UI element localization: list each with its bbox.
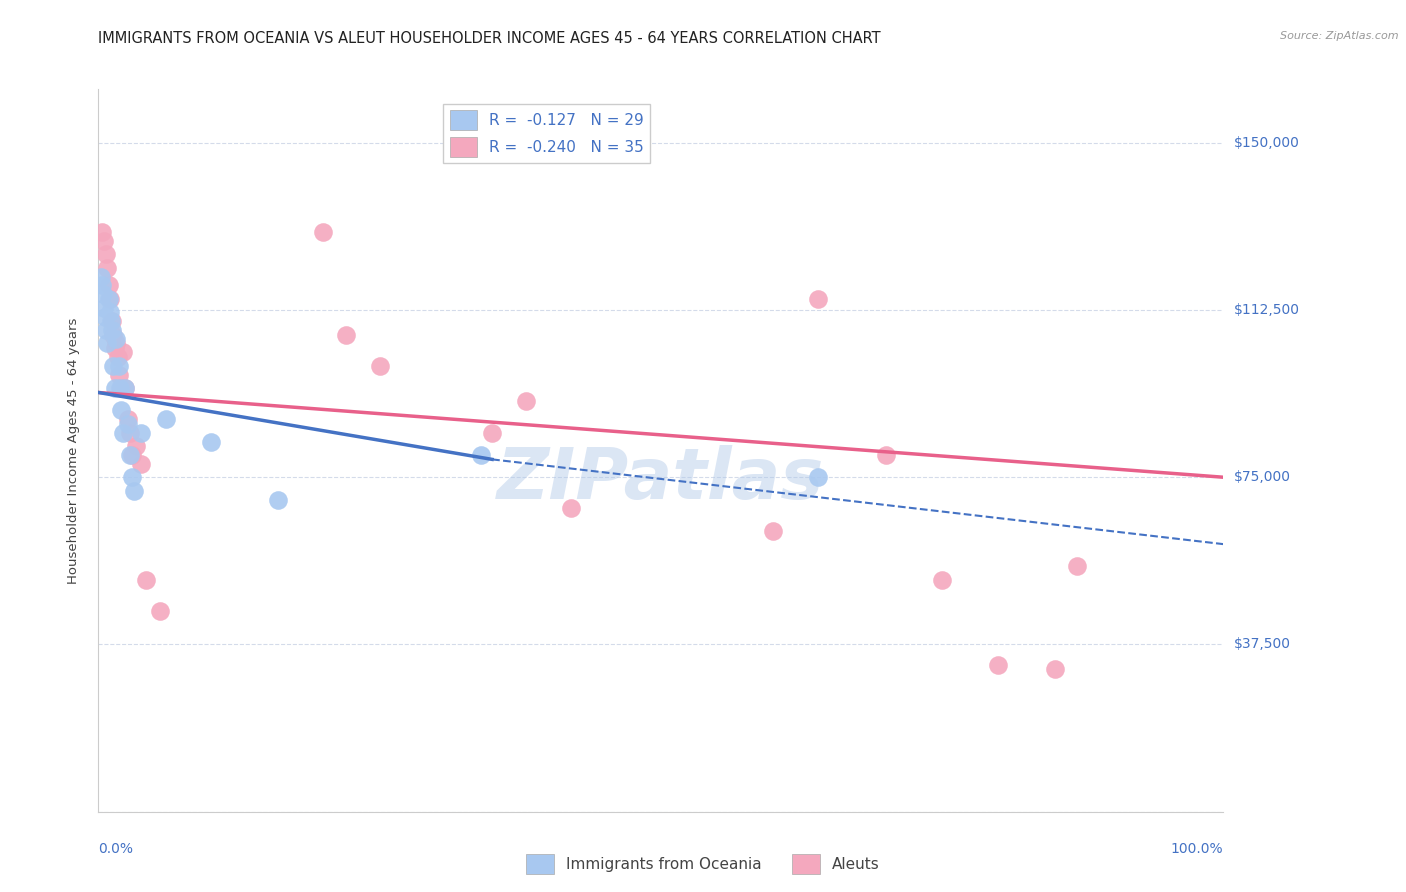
Text: $37,500: $37,500 <box>1234 638 1291 651</box>
Point <box>107 359 129 373</box>
Point <box>107 350 129 364</box>
Point <box>117 417 139 431</box>
Text: 0.0%: 0.0% <box>98 842 134 856</box>
Point <box>90 269 112 284</box>
Point <box>135 573 157 587</box>
Point <box>129 457 152 471</box>
Point <box>114 381 136 395</box>
Text: Source: ZipAtlas.com: Source: ZipAtlas.com <box>1281 31 1399 41</box>
Point <box>94 310 117 324</box>
Point <box>112 345 135 359</box>
Text: ZIPatlas: ZIPatlas <box>498 445 824 514</box>
Point <box>335 327 357 342</box>
Point <box>762 524 785 538</box>
Text: $150,000: $150,000 <box>1234 136 1301 150</box>
Point <box>108 381 131 395</box>
Point <box>100 314 122 328</box>
Point <box>515 394 537 409</box>
Point <box>807 292 830 306</box>
Point <box>200 434 222 449</box>
Point <box>470 448 492 462</box>
Point <box>96 247 118 261</box>
Point <box>931 573 953 587</box>
Point <box>1066 559 1088 574</box>
Legend: R =  -0.127   N = 29, R =  -0.240   N = 35: R = -0.127 N = 29, R = -0.240 N = 35 <box>443 104 650 163</box>
Point <box>1043 662 1066 676</box>
Text: 100.0%: 100.0% <box>1171 842 1223 856</box>
Point <box>101 327 124 342</box>
Point <box>107 368 129 382</box>
Point <box>101 359 124 373</box>
Point <box>155 412 177 426</box>
Point <box>121 470 143 484</box>
Point <box>90 225 112 239</box>
Point <box>987 657 1010 672</box>
Text: IMMIGRANTS FROM OCEANIA VS ALEUT HOUSEHOLDER INCOME AGES 45 - 64 YEARS CORRELATI: IMMIGRANTS FROM OCEANIA VS ALEUT HOUSEHO… <box>98 31 882 46</box>
Point <box>807 470 830 484</box>
Point <box>481 425 503 440</box>
Point <box>149 604 172 618</box>
Point <box>121 448 143 462</box>
Point <box>96 336 118 351</box>
Point <box>118 448 141 462</box>
Point <box>101 314 124 328</box>
Y-axis label: Householder Income Ages 45 - 64 years: Householder Income Ages 45 - 64 years <box>67 318 80 583</box>
Point <box>93 234 115 248</box>
Point <box>97 292 120 306</box>
Point <box>117 412 139 426</box>
Point <box>312 225 335 239</box>
Point <box>91 287 114 301</box>
Point <box>105 332 128 346</box>
Point <box>93 301 115 315</box>
Point <box>96 323 118 337</box>
Point <box>124 439 146 453</box>
Text: $112,500: $112,500 <box>1234 303 1301 317</box>
Point <box>90 278 112 293</box>
Point <box>110 381 132 395</box>
Point <box>129 425 152 440</box>
Point <box>101 323 124 337</box>
Legend: Immigrants from Oceania, Aleuts: Immigrants from Oceania, Aleuts <box>520 848 886 880</box>
Point <box>97 278 120 293</box>
Point <box>110 403 132 417</box>
Point <box>112 425 135 440</box>
Point <box>96 260 118 275</box>
Point <box>875 448 897 462</box>
Point <box>98 292 121 306</box>
Point <box>114 381 136 395</box>
Point <box>98 305 121 319</box>
Point <box>104 381 127 395</box>
Point <box>105 336 128 351</box>
Text: $75,000: $75,000 <box>1234 470 1291 484</box>
Point <box>104 341 127 355</box>
Point <box>368 359 391 373</box>
Point <box>560 501 582 516</box>
Point <box>124 483 146 498</box>
Point <box>267 492 290 507</box>
Point <box>118 425 141 440</box>
